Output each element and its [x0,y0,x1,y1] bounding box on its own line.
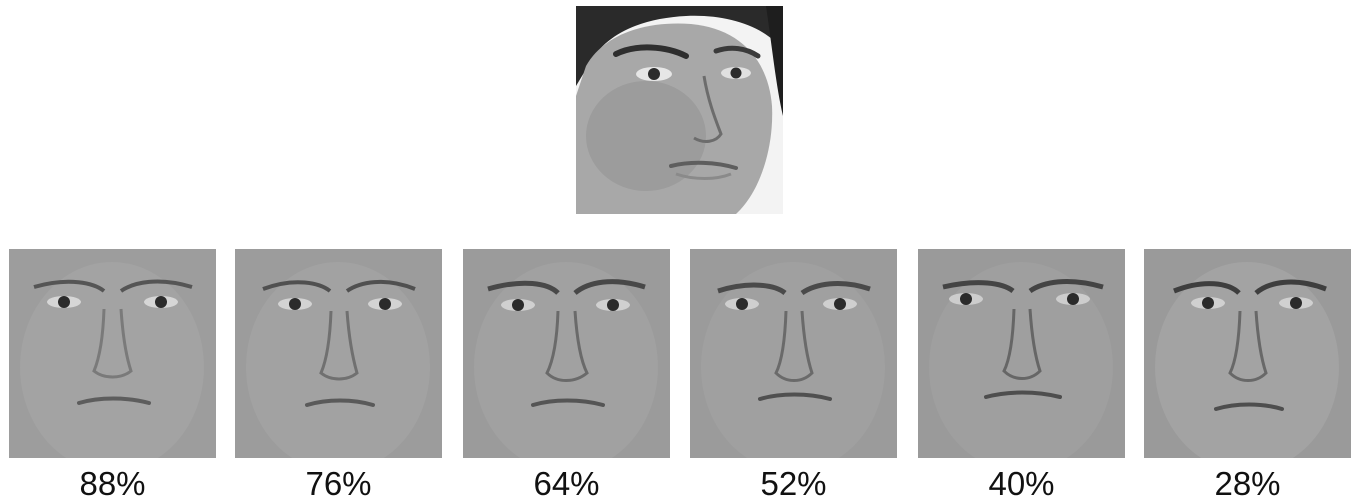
morph-label-5: 40% [988,465,1055,502]
morph-row: 88% 76% 64% [0,249,1357,502]
face-morph-icon [235,249,442,458]
target-face-photo [576,6,783,214]
morph-label-1: 88% [79,465,146,502]
morph-label-2: 76% [305,465,372,502]
morph-face-2 [235,249,442,458]
morph-face-6 [1144,249,1351,458]
morph-label-6: 28% [1214,465,1281,502]
face-morph-icon [918,249,1125,458]
morph-face-3 [463,249,670,458]
face-morph-icon [1144,249,1351,458]
face-morph-icon [463,249,670,458]
morph-face-5 [918,249,1125,458]
face-morph-icon [9,249,216,458]
morph-face-1 [9,249,216,458]
face-photo-icon [576,6,783,214]
morph-label-3: 64% [533,465,600,502]
face-morph-icon [690,249,897,458]
morph-label-4: 52% [760,465,827,502]
morph-face-4 [690,249,897,458]
